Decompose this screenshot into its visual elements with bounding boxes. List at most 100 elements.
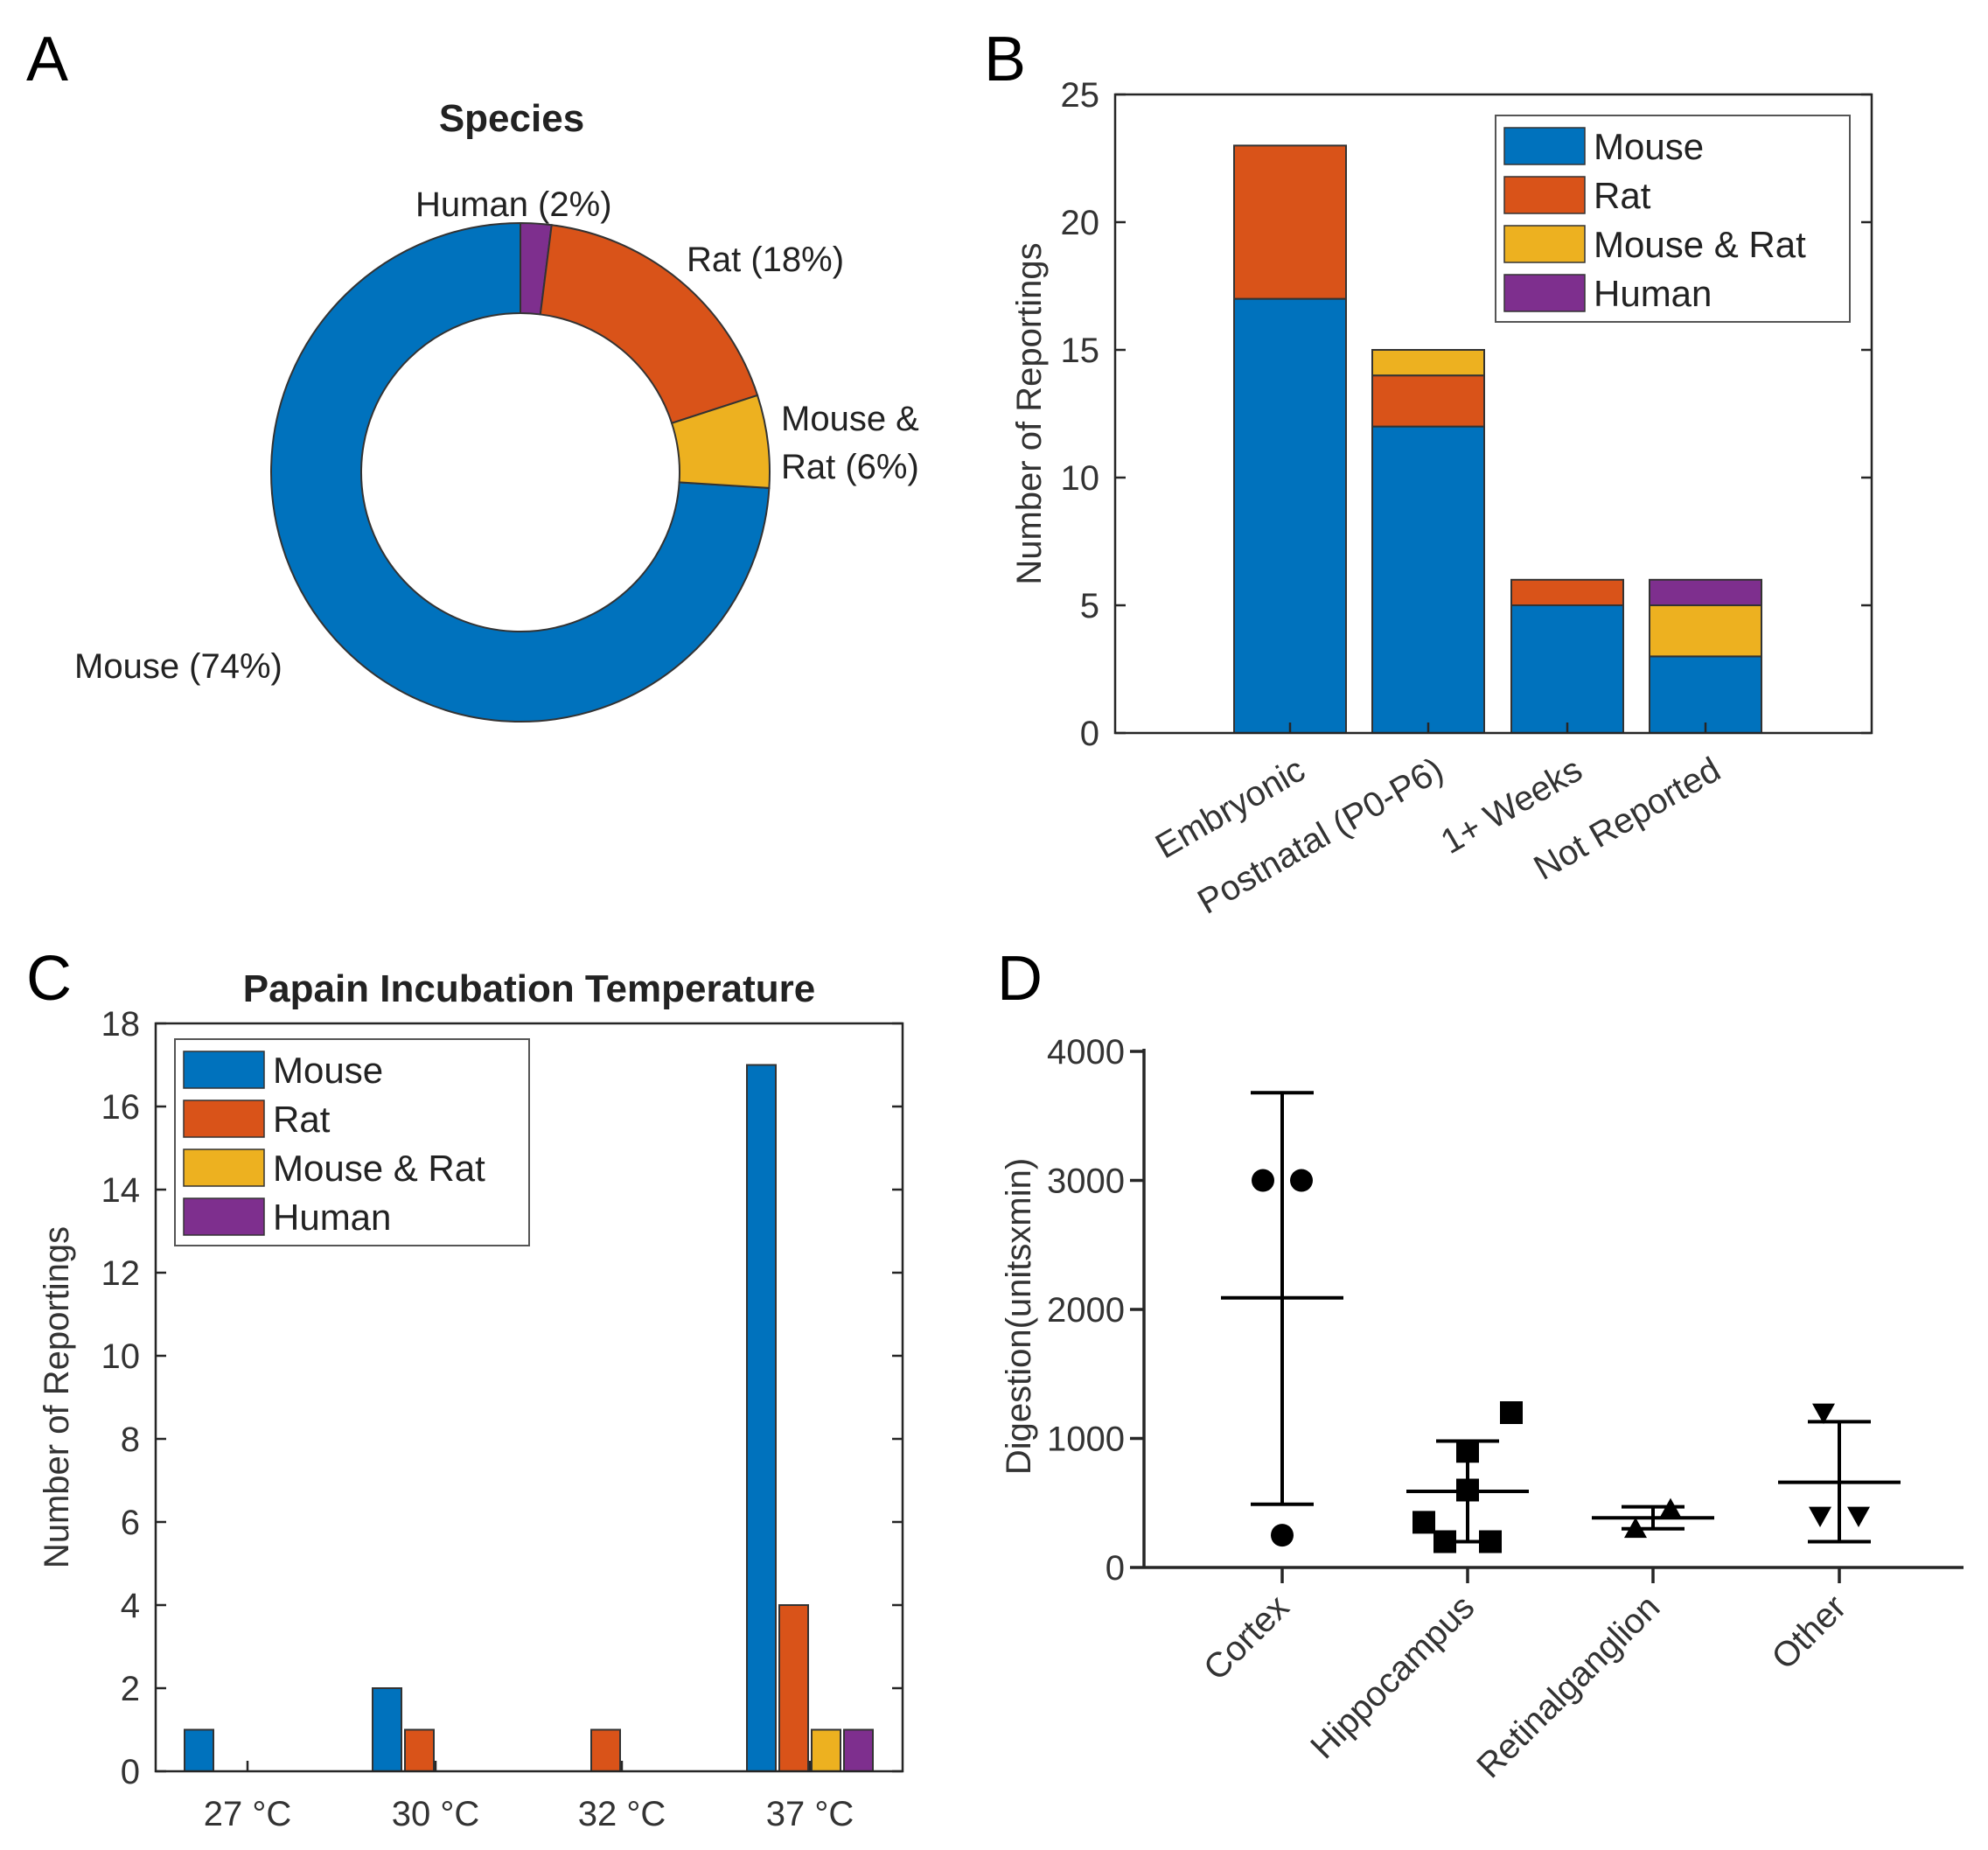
panel-d-point-other <box>1847 1506 1870 1527</box>
panel-c-bar-30-c-rat <box>404 1728 435 1772</box>
panel-b-ytick-label: 25 <box>1061 76 1100 115</box>
panel-b-ytick-label: 5 <box>1080 587 1099 625</box>
panel-d-point-cortex <box>1271 1524 1294 1547</box>
panel-b-legend: Mouse Rat Mouse & Rat Human <box>1495 115 1851 323</box>
panel-b-bar-1-weeks-rat <box>1510 578 1624 606</box>
panel-letter-b: B <box>984 24 1026 94</box>
panel-b-bar-not-reported-human <box>1649 578 1762 606</box>
panel-d-point-other <box>1809 1506 1831 1527</box>
donut-label-rat: Rat (18%) <box>687 241 844 279</box>
panel-letter-c: C <box>26 944 72 1014</box>
panel-c-bar-37-c-human <box>843 1728 874 1772</box>
panel-b-legend-label-mouse: Mouse <box>1594 126 1704 167</box>
panel-b-bars <box>1233 144 1762 735</box>
panel-c-ytick-label: 0 <box>121 1753 140 1791</box>
panel-d-ytick-label: 1000 <box>1047 1421 1125 1459</box>
panel-d-xtick-label-other: Other <box>1765 1588 1854 1677</box>
panel-c-ytick-label: 10 <box>101 1337 141 1376</box>
panel-c-ytick-label: 12 <box>101 1254 141 1293</box>
panel-d-ytick-label: 3000 <box>1047 1162 1125 1201</box>
panel-d-point-hippocampus <box>1413 1511 1435 1534</box>
panel-b-bar-embryonic-rat <box>1233 144 1347 300</box>
panel-letter-a: A <box>26 24 68 94</box>
donut-slice-mouse-rat <box>670 394 771 489</box>
panel-c-ytick-label: 14 <box>101 1171 141 1210</box>
panel-d-point-cortex <box>1252 1169 1274 1192</box>
panel-c-ytick-label: 2 <box>121 1670 140 1708</box>
panel-b-legend-label-human: Human <box>1594 273 1712 314</box>
panel-a-donut-chart: Species Mouse (74%)Human (2%)Rat (18%)Mo… <box>74 97 919 723</box>
panel-b-ytick-label: 0 <box>1080 715 1099 753</box>
panel-b-legend-swatch-rat <box>1503 176 1586 214</box>
panel-c-axes: 0 2 4 6 8 10 12 14 16 18 27 °C 30 °C 32 °C 37 °C Numbe… <box>38 1005 904 1833</box>
panel-letter-d: D <box>997 944 1043 1014</box>
panel-c-legend-label-mouse-rat: Mouse & Rat <box>273 1148 485 1189</box>
panel-b-legend-swatch-mouse <box>1503 127 1586 165</box>
donut-labels: Mouse (74%) Human (2%) Rat (18%) Mouse & Rat… <box>74 185 919 686</box>
donut-label-mouse-rat-line2: Rat (6%) <box>781 448 919 486</box>
donut-slices <box>270 221 771 723</box>
panel-c-bar-30-c-mouse <box>372 1687 402 1772</box>
panel-b-axes-box <box>1113 93 1873 735</box>
panel-b-bar-postnatal-p0-p6-mouse <box>1371 425 1485 734</box>
panel-c-legend-label-rat: Rat <box>273 1099 331 1140</box>
panel-b-bar-1-weeks-mouse <box>1510 604 1624 734</box>
panel-d-xtick-label-hippocampus: Hippocampus <box>1303 1588 1482 1766</box>
panel-b-bar-not-reported-mouse-rat <box>1649 604 1762 658</box>
panel-c-legend-swatch-rat <box>183 1100 265 1138</box>
panel-d-point-other <box>1812 1403 1835 1424</box>
panel-b-ylabel: Number of Reportings <box>1010 242 1049 584</box>
panel-b-ytick-label: 20 <box>1061 204 1100 242</box>
panel-c-legend-label-mouse: Mouse <box>273 1050 383 1091</box>
panel-d-ytick-label: 4000 <box>1047 1033 1125 1072</box>
panel-c-legend-swatch-mouse-rat <box>183 1148 265 1187</box>
panel-c-bar-27-c-mouse <box>184 1728 214 1772</box>
panel-c-xtick-label-27-c: 27 °C <box>204 1795 292 1833</box>
donut-label-mouse: Mouse (74%) <box>74 647 283 686</box>
panel-c-ytick-label: 6 <box>121 1504 140 1542</box>
panel-b-bar-postnatal-p0-p6-rat <box>1371 374 1485 428</box>
panel-b-legend-swatch-human <box>1503 274 1586 312</box>
panel-c-ytick-label: 4 <box>121 1587 140 1625</box>
panel-d-marks <box>1221 1091 1901 1553</box>
panel-c-ytick-label: 18 <box>101 1005 141 1044</box>
panel-b-legend-label-mouse-rat: Mouse & Rat <box>1594 224 1806 265</box>
panel-c-xtick-label-32-c: 32 °C <box>578 1795 666 1833</box>
panel-c-ytick-label: 16 <box>101 1088 141 1127</box>
panel-c-bar-37-c-mouse-rat <box>811 1728 841 1772</box>
panel-c-title: Papain Incubation Temperature <box>243 967 815 1010</box>
panel-b-bar-not-reported-mouse <box>1649 655 1762 735</box>
panel-d-point-hippocampus <box>1500 1401 1523 1424</box>
panel-d-xtick-label-cortex: Cortex <box>1196 1588 1296 1687</box>
panel-c-xtick-label-30-c: 30 °C <box>392 1795 480 1833</box>
panel-d-ylabel: Digestion(unitsxmin) <box>1000 1158 1038 1475</box>
panel-b-ytick-label: 15 <box>1061 332 1100 370</box>
panel-d-xtick-label-retinalganglion: Retinalganglion <box>1469 1588 1667 1785</box>
panel-c-ytick-label: 8 <box>121 1421 140 1459</box>
panel-b-bar-embryonic-mouse <box>1233 297 1347 734</box>
panel-c-legend-label-human: Human <box>273 1197 391 1238</box>
panel-a-title: Species <box>439 97 584 140</box>
panel-b-legend-swatch-mouse-rat <box>1503 225 1586 263</box>
panel-b-xtick-label-postnatal-p0-p6: Postnatal (P0-P6) <box>1191 750 1449 922</box>
panel-d-scatter-chart: 0 1000 2000 3000 4000 Digestion(unitsxmin) Cor… <box>1000 1033 1964 1785</box>
donut-label-mouse-rat-line1: Mouse & <box>781 400 919 438</box>
panel-c-legend: Mouse Rat Mouse & Rat Human <box>174 1038 530 1246</box>
panel-c-bar-37-c-rat <box>778 1604 809 1772</box>
panel-c-xtick-label-37-c: 37 °C <box>766 1795 854 1833</box>
donut-label-human: Human (2%) <box>415 185 612 224</box>
panel-c-grouped-bar-chart: Papain Incubation Temperature 0 2 4 6 8 10 12 1… <box>38 967 904 1833</box>
panel-c-bar-32-c-rat <box>590 1728 621 1772</box>
panel-c-axes-box <box>154 1022 904 1773</box>
panel-c-bar-37-c-mouse <box>746 1064 777 1772</box>
panel-c-legend-swatch-human <box>183 1197 265 1236</box>
donut-slice-mouse <box>270 221 771 723</box>
panel-c-legend-swatch-mouse <box>183 1051 265 1089</box>
panel-d-point-cortex <box>1290 1169 1313 1192</box>
panel-b-ytick-label: 10 <box>1061 459 1100 498</box>
panel-b-legend-label-rat: Rat <box>1594 175 1651 216</box>
panel-d-ytick-label: 2000 <box>1047 1291 1125 1330</box>
panel-d-ytick-label: 0 <box>1106 1549 1125 1588</box>
